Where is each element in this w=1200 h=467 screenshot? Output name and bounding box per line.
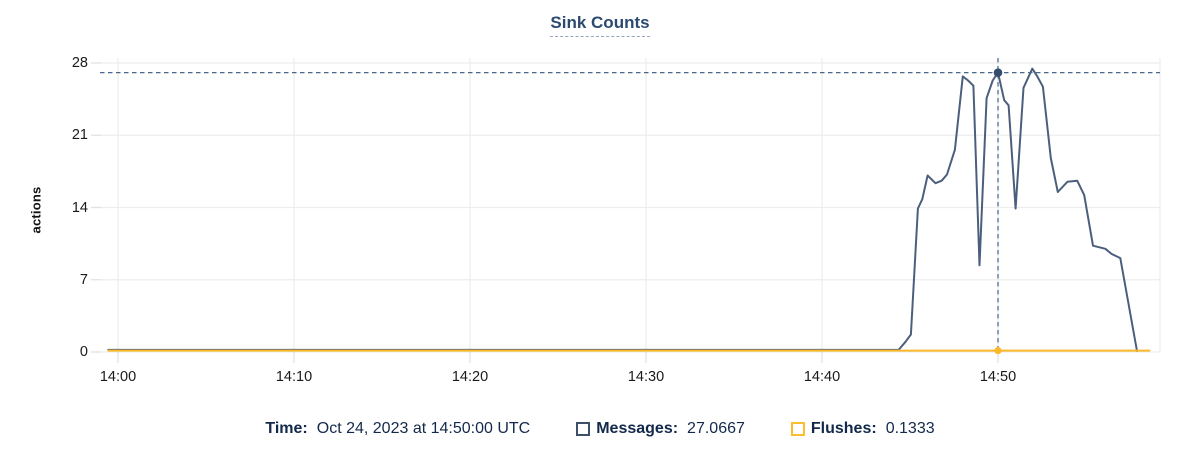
chart-title[interactable]: Sink Counts	[550, 13, 650, 37]
legend-flushes-value: 0.1333	[885, 420, 935, 437]
messages-marker-icon	[576, 422, 591, 436]
chart-legend: Time: Oct 24, 2023 at 14:50:00 UTC Messa…	[0, 420, 1200, 438]
legend-flushes[interactable]: Flushes: 0.1333	[790, 420, 935, 438]
messages-line	[107, 67, 1138, 352]
legend-flushes-label: Flushes:	[810, 420, 877, 437]
legend-time-value: Oct 24, 2023 at 14:50:00 UTC	[316, 420, 531, 437]
chart-title-wrap: Sink Counts	[0, 13, 1200, 37]
legend-messages-label: Messages:	[596, 420, 679, 437]
flushes-marker-icon	[790, 422, 805, 436]
legend-messages[interactable]: Messages: 27.0667	[576, 420, 745, 438]
legend-time-label: Time:	[265, 420, 308, 437]
cursor-point-flushes	[994, 347, 1002, 355]
legend-time: Time: Oct 24, 2023 at 14:50:00 UTC	[265, 420, 530, 438]
legend-messages-value: 27.0667	[687, 420, 745, 437]
cursor-point-messages	[993, 68, 1003, 77]
